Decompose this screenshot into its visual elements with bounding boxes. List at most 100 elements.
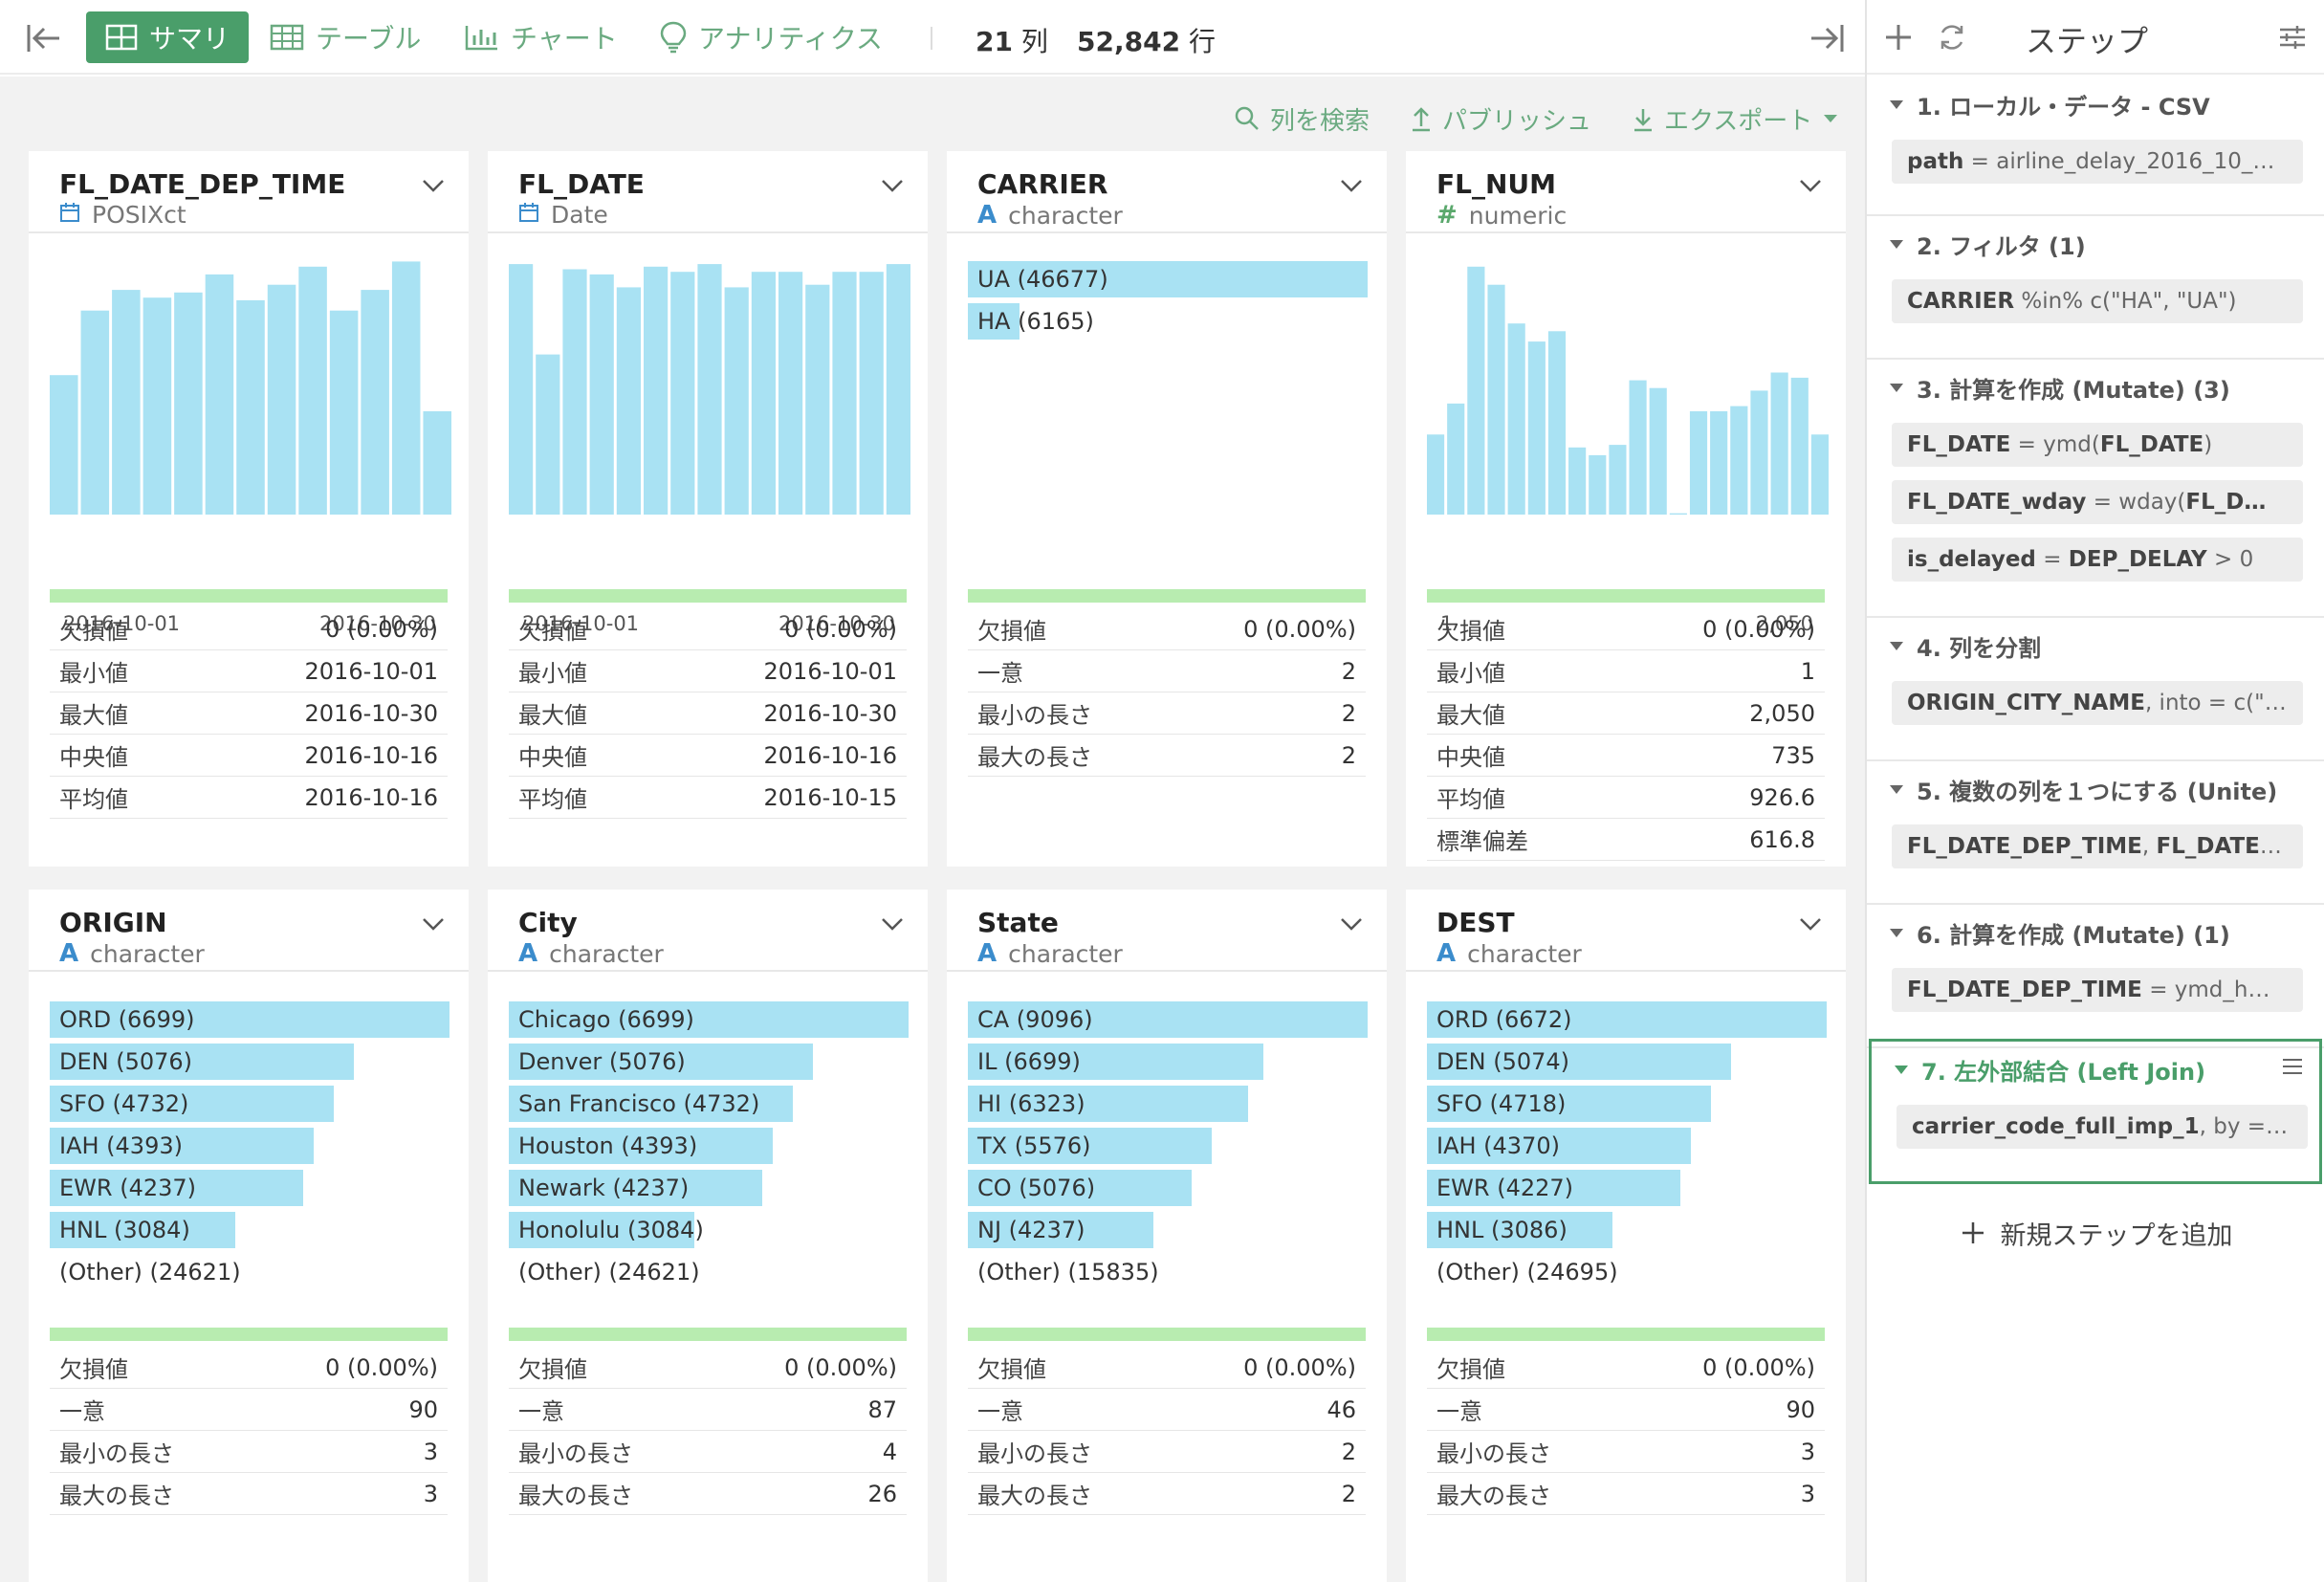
chevron-down-icon[interactable] xyxy=(1339,916,1364,935)
column-name: ORIGIN xyxy=(59,907,167,938)
category-label: IAH (4393) xyxy=(59,1132,183,1159)
column-type-label: character xyxy=(549,939,664,968)
menu-icon[interactable] xyxy=(2281,1057,2304,1076)
chevron-down-icon[interactable] xyxy=(880,178,905,197)
step-code[interactable]: is_delayed = DEP_DELAY > 0 xyxy=(1892,538,2303,582)
chevron-down-icon[interactable] xyxy=(421,178,446,197)
step-item[interactable]: 1. ローカル・データ - CSV path = airline_delay_20… xyxy=(1867,77,2324,216)
stat-row: 平均値 2016-10-16 xyxy=(50,777,448,819)
category-bar xyxy=(509,1170,763,1206)
category-bar xyxy=(968,1001,1368,1038)
step-item[interactable]: 5. 複数の列を１つにする (Unite) FL_DATE_DEP_TIME, F… xyxy=(1867,761,2324,905)
code-identifier: FL_DATE_DEP_TIME xyxy=(1907,978,2142,1002)
step-title[interactable]: 2. フィルタ (1) xyxy=(1890,228,2086,261)
tab-analytics[interactable]: アナリティクス xyxy=(660,11,883,63)
code-identifier: FL_DATE_wday xyxy=(1907,490,2087,515)
step-title[interactable]: 1. ローカル・データ - CSV xyxy=(1890,88,2210,121)
stat-row: 最小の長さ 2 xyxy=(968,1431,1366,1473)
category-row: SFO (4732) xyxy=(50,1083,449,1125)
step-code[interactable]: FL_DATE_DEP_TIME = ymd_hm(F… xyxy=(1892,968,2303,1012)
step-code[interactable]: ORIGIN_CITY_NAME, into = c("Cit… xyxy=(1892,681,2303,725)
export-link[interactable]: エクスポート xyxy=(1632,99,1849,138)
histogram-bar xyxy=(391,261,421,515)
category-bars: UA (46677) HA (6165) xyxy=(968,258,1368,342)
step-item[interactable]: 6. 計算を作成 (Mutate) (1) FL_DATE_DEP_TIME = … xyxy=(1867,905,2324,1048)
collapse-triangle-icon[interactable] xyxy=(1890,100,1903,109)
settings-sliders-icon[interactable] xyxy=(2276,21,2309,54)
step-item[interactable]: 2. フィルタ (1) CARRIER %in% c("HA", "UA") xyxy=(1867,216,2324,360)
category-label: Houston (4393) xyxy=(518,1132,698,1159)
stat-value: 2 xyxy=(1341,741,1356,769)
collapse-triangle-icon[interactable] xyxy=(1890,240,1903,249)
step-code[interactable]: FL_DATE_DEP_TIME, FL_DATE, D… xyxy=(1892,824,2303,868)
step-code[interactable]: FL_DATE_wday = wday(FL_D… xyxy=(1892,480,2303,524)
collapse-triangle-icon[interactable] xyxy=(1895,1066,1908,1074)
category-label: HI (6323) xyxy=(977,1090,1085,1117)
category-label: Denver (5076) xyxy=(518,1048,686,1075)
search-columns-link[interactable]: 列を検索 xyxy=(1234,99,1370,138)
category-label: CA (9096) xyxy=(977,1006,1093,1033)
code-identifier: DEP_DELAY xyxy=(2068,547,2207,572)
valid-ratio-bar xyxy=(50,589,448,603)
stat-label: 最大の長さ xyxy=(59,1483,174,1509)
chevron-down-icon[interactable] xyxy=(421,916,446,935)
category-bars: ORD (6699) DEN (5076) SFO (4732) IAH (4393)… xyxy=(50,999,449,1293)
row-count-value: 52,842 xyxy=(1077,26,1181,57)
collapse-triangle-icon[interactable] xyxy=(1890,642,1903,650)
expand-right-icon[interactable] xyxy=(1808,21,1846,55)
column-type: A character xyxy=(977,201,1123,230)
publish-label: パブリッシュ xyxy=(1442,106,1592,136)
chevron-down-icon[interactable] xyxy=(1798,916,1823,935)
collapse-triangle-icon[interactable] xyxy=(1890,384,1903,392)
step-title[interactable]: 6. 計算を作成 (Mutate) (1) xyxy=(1890,916,2230,950)
category-bar xyxy=(50,1170,304,1206)
collapse-left-icon[interactable] xyxy=(25,21,63,55)
category-row: UA (46677) xyxy=(968,258,1368,300)
histogram-bar xyxy=(1427,434,1445,515)
stat-value: 2016-10-01 xyxy=(304,657,438,685)
chevron-down-icon[interactable] xyxy=(1798,178,1823,197)
collapse-triangle-icon[interactable] xyxy=(1890,785,1903,794)
step-title[interactable]: 7. 左外部結合 (Left Join) xyxy=(1895,1053,2205,1087)
chevron-down-icon[interactable] xyxy=(880,916,905,935)
step-title[interactable]: 3. 計算を作成 (Mutate) (3) xyxy=(1890,371,2230,405)
stat-label: 欠損値 xyxy=(518,618,587,645)
code-text: %in% c("HA", "UA") xyxy=(2014,289,2237,314)
step-code[interactable]: CARRIER %in% c("HA", "UA") xyxy=(1892,279,2303,323)
valid-ratio-bar xyxy=(968,1328,1366,1341)
column-name: FL_NUM xyxy=(1436,168,1557,200)
tab-summary[interactable]: サマリ xyxy=(86,11,250,63)
stat-label: 平均値 xyxy=(1436,786,1505,813)
column-type-label: Date xyxy=(551,201,608,229)
tab-chart[interactable]: チャート xyxy=(465,11,618,63)
stat-value: 2016-10-15 xyxy=(763,783,897,811)
code-text: ) xyxy=(2203,432,2213,457)
valid-ratio-bar xyxy=(968,589,1366,603)
step-code[interactable]: FL_DATE = ymd(FL_DATE) xyxy=(1892,423,2303,467)
step-title[interactable]: 5. 複数の列を１つにする (Unite) xyxy=(1890,773,2277,806)
stat-value: 90 xyxy=(408,1395,438,1423)
step-item[interactable]: 3. 計算を作成 (Mutate) (3) FL_DATE = ymd(FL_DA… xyxy=(1867,360,2324,618)
category-label: HA (6165) xyxy=(977,308,1094,335)
step-item[interactable]: 7. 左外部結合 (Left Join) carrier_code_full_im… xyxy=(1869,1039,2322,1184)
step-item[interactable]: 4. 列を分割 ORIGIN_CITY_NAME, into = c("Cit… xyxy=(1867,618,2324,761)
stat-label: 欠損値 xyxy=(1436,618,1505,645)
histogram-bar xyxy=(724,287,749,515)
step-code[interactable]: path = airline_delay_2016_10_1.csv… xyxy=(1892,140,2303,184)
category-row: HNL (3086) xyxy=(1427,1209,1827,1251)
category-bar xyxy=(968,1170,1193,1206)
collapse-triangle-icon[interactable] xyxy=(1890,929,1903,937)
x-axis-max-label: 2016-10-30 xyxy=(318,612,436,635)
add-step-icon[interactable] xyxy=(1882,21,1915,54)
tab-table[interactable]: テーブル xyxy=(270,11,421,63)
histogram-bar xyxy=(670,272,695,515)
stat-row: 欠損値 0 (0.00%) xyxy=(1427,1347,1825,1389)
stat-row: 最大値 2016-10-30 xyxy=(509,692,907,735)
refresh-icon[interactable] xyxy=(1936,21,1968,54)
step-title[interactable]: 4. 列を分割 xyxy=(1890,629,2041,663)
chevron-down-icon[interactable] xyxy=(1339,178,1364,197)
category-row: CO (5076) xyxy=(968,1167,1368,1209)
publish-link[interactable]: パブリッシュ xyxy=(1410,99,1591,138)
step-code[interactable]: carrier_code_full_imp_1, by = c("… xyxy=(1896,1105,2308,1149)
add-new-step-button[interactable]: 新規ステップを追加 xyxy=(1867,1209,2324,1257)
